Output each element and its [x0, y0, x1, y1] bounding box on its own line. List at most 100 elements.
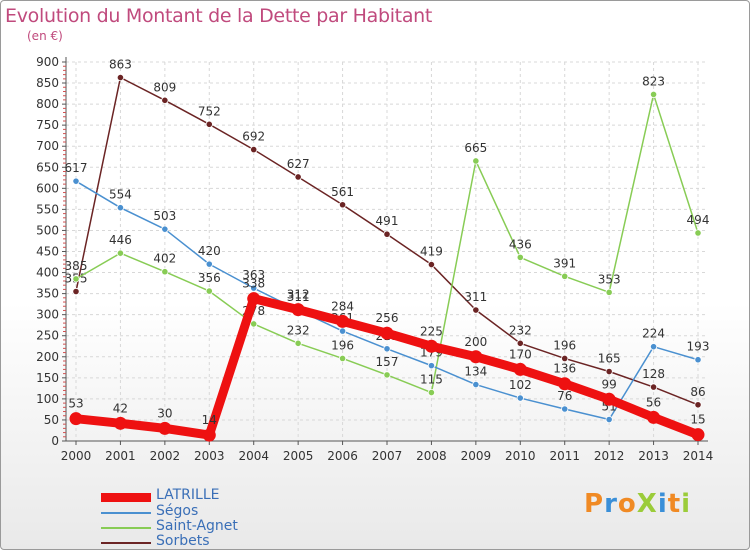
- data-label: 617: [65, 161, 88, 175]
- data-point: [291, 303, 305, 317]
- y-tick-label: 0: [51, 434, 59, 448]
- legend-label-segos: Ségos: [156, 503, 199, 519]
- data-point: [294, 339, 302, 347]
- data-label: 665: [464, 141, 487, 155]
- y-tick-label: 250: [36, 329, 59, 343]
- logo-letter: r: [604, 489, 618, 519]
- y-tick-label: 150: [36, 371, 59, 385]
- series-s-gos: 6175545034203633112612191791341027651224…: [65, 161, 710, 424]
- data-label: 134: [464, 365, 487, 379]
- y-tick-label: 800: [36, 97, 59, 111]
- data-label: 136: [553, 362, 576, 376]
- x-tick-label: 2005: [283, 449, 314, 463]
- data-point: [250, 145, 258, 154]
- y-tick-label: 100: [36, 392, 59, 406]
- y-tick-label: 750: [36, 118, 59, 132]
- data-point: [294, 173, 302, 181]
- logo-letter: i: [657, 489, 668, 519]
- data-point: [116, 249, 125, 257]
- data-label: 284: [331, 299, 354, 313]
- data-point: [250, 284, 258, 292]
- data-label: 338: [242, 277, 265, 291]
- data-point: [383, 371, 391, 379]
- data-label: 128: [642, 367, 665, 381]
- legend-label-saint-agnet: Saint-Agnet: [156, 518, 238, 534]
- y-tick-label: 300: [36, 308, 59, 322]
- data-label: 165: [598, 352, 621, 366]
- legend-swatch-latrille: [101, 493, 151, 502]
- y-tick-label: 650: [36, 160, 59, 174]
- data-point: [380, 326, 394, 340]
- x-tick-label: 2014: [683, 449, 714, 463]
- data-label: 53: [68, 397, 83, 411]
- data-label: 692: [242, 130, 265, 144]
- x-tick-label: 2012: [594, 449, 625, 463]
- data-point: [605, 367, 613, 376]
- data-label: 157: [376, 355, 399, 369]
- data-label: 491: [376, 214, 399, 228]
- data-label: 193: [687, 340, 710, 354]
- data-label: 200: [464, 335, 487, 349]
- chart-unit: (en €): [27, 29, 63, 43]
- data-label: 311: [464, 290, 487, 304]
- data-point: [561, 354, 569, 363]
- data-point: [338, 327, 347, 335]
- x-tick-label: 2010: [505, 449, 536, 463]
- y-tick-label: 350: [36, 287, 59, 301]
- data-label: 232: [287, 323, 310, 337]
- data-point: [516, 394, 524, 402]
- y-tick-label: 550: [36, 202, 59, 216]
- data-point: [427, 388, 436, 397]
- y-tick-label: 200: [36, 350, 59, 364]
- logo-letter: X: [636, 489, 658, 519]
- data-label: 356: [198, 271, 221, 285]
- data-label: 419: [420, 245, 443, 259]
- data-point: [69, 412, 83, 426]
- data-point: [205, 120, 213, 128]
- data-point: [205, 260, 213, 268]
- series-saint-agnet: 3854464023562782321961571156654363913538…: [65, 74, 709, 397]
- data-point: [205, 287, 213, 295]
- data-label: 385: [65, 259, 88, 273]
- data-point: [472, 380, 480, 389]
- data-label: 56: [646, 395, 661, 409]
- data-label: 224: [642, 327, 665, 341]
- y-tick-label: 900: [36, 55, 59, 69]
- y-tick-label: 500: [36, 223, 59, 237]
- data-label: 863: [109, 58, 132, 72]
- data-point: [472, 306, 480, 314]
- data-point: [336, 314, 350, 328]
- line-chart: 0 50 100 150 200 250 300 350 400 450 500 550 600 650 7…: [36, 55, 714, 463]
- x-tick-label: 2011: [549, 449, 580, 463]
- data-point: [513, 362, 527, 376]
- data-label: 99: [602, 377, 617, 391]
- data-label: 196: [331, 338, 354, 352]
- data-label: 102: [509, 378, 532, 392]
- data-point: [694, 356, 702, 364]
- data-label: 256: [376, 311, 399, 325]
- data-label: 76: [557, 389, 572, 403]
- data-point: [561, 405, 569, 413]
- legend-swatch-saint-agnet: [101, 527, 151, 529]
- data-point: [383, 230, 391, 238]
- data-point: [472, 157, 480, 165]
- data-label: 823: [642, 74, 665, 88]
- data-label: 420: [198, 244, 221, 258]
- legend-swatch-sorbets: [101, 542, 151, 544]
- x-tick-label: 2007: [372, 449, 403, 463]
- data-label: 353: [598, 272, 621, 286]
- data-label: 436: [509, 237, 532, 251]
- data-label: 42: [113, 401, 128, 415]
- data-point: [72, 287, 80, 296]
- data-label: 196: [553, 338, 576, 352]
- x-tick-label: 2004: [238, 449, 269, 463]
- data-point: [202, 428, 216, 442]
- data-point: [649, 90, 658, 99]
- data-point: [427, 362, 436, 370]
- data-point: [602, 392, 616, 406]
- data-point: [424, 339, 438, 353]
- logo-letter: P: [584, 489, 605, 519]
- data-point: [605, 415, 613, 424]
- data-point: [250, 320, 258, 328]
